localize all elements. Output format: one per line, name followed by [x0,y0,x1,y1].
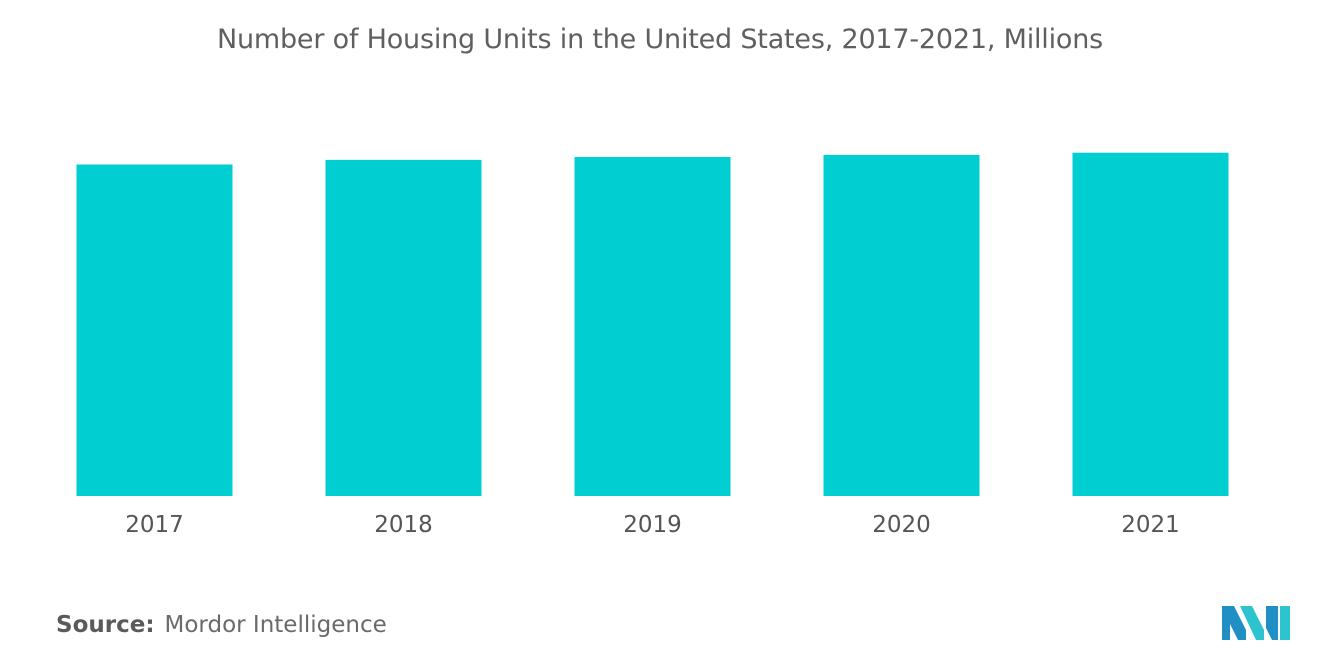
bar-2020 [823,154,980,496]
bar-2017 [76,164,233,496]
bar-2018 [325,159,482,496]
bar-2021 [1072,152,1229,496]
source-note: Source: Mordor Intelligence [56,612,387,638]
x-axis-tick-labels: 2017 2018 2019 2020 2021 [125,512,1180,538]
x-tick-label-2018: 2018 [374,512,433,538]
logo-shape-middle [1240,606,1264,640]
bar-chart: 2017 2018 2019 2020 2021 [76,152,1229,538]
bars-group [76,152,1229,496]
bar-2019 [574,157,731,496]
logo-shape-right-a [1266,606,1278,640]
logo-shape-left [1222,606,1246,640]
logo-shape-right-b [1280,606,1290,640]
source-text: Mordor Intelligence [164,612,387,638]
x-tick-label-2020: 2020 [872,512,931,538]
mordor-intelligence-logo-icon [1222,606,1290,640]
x-tick-label-2019: 2019 [623,512,682,538]
chart-title: Number of Housing Units in the United St… [216,24,1104,55]
x-tick-label-2017: 2017 [125,512,184,538]
source-label: Source: [56,612,155,638]
x-tick-label-2021: 2021 [1121,512,1180,538]
